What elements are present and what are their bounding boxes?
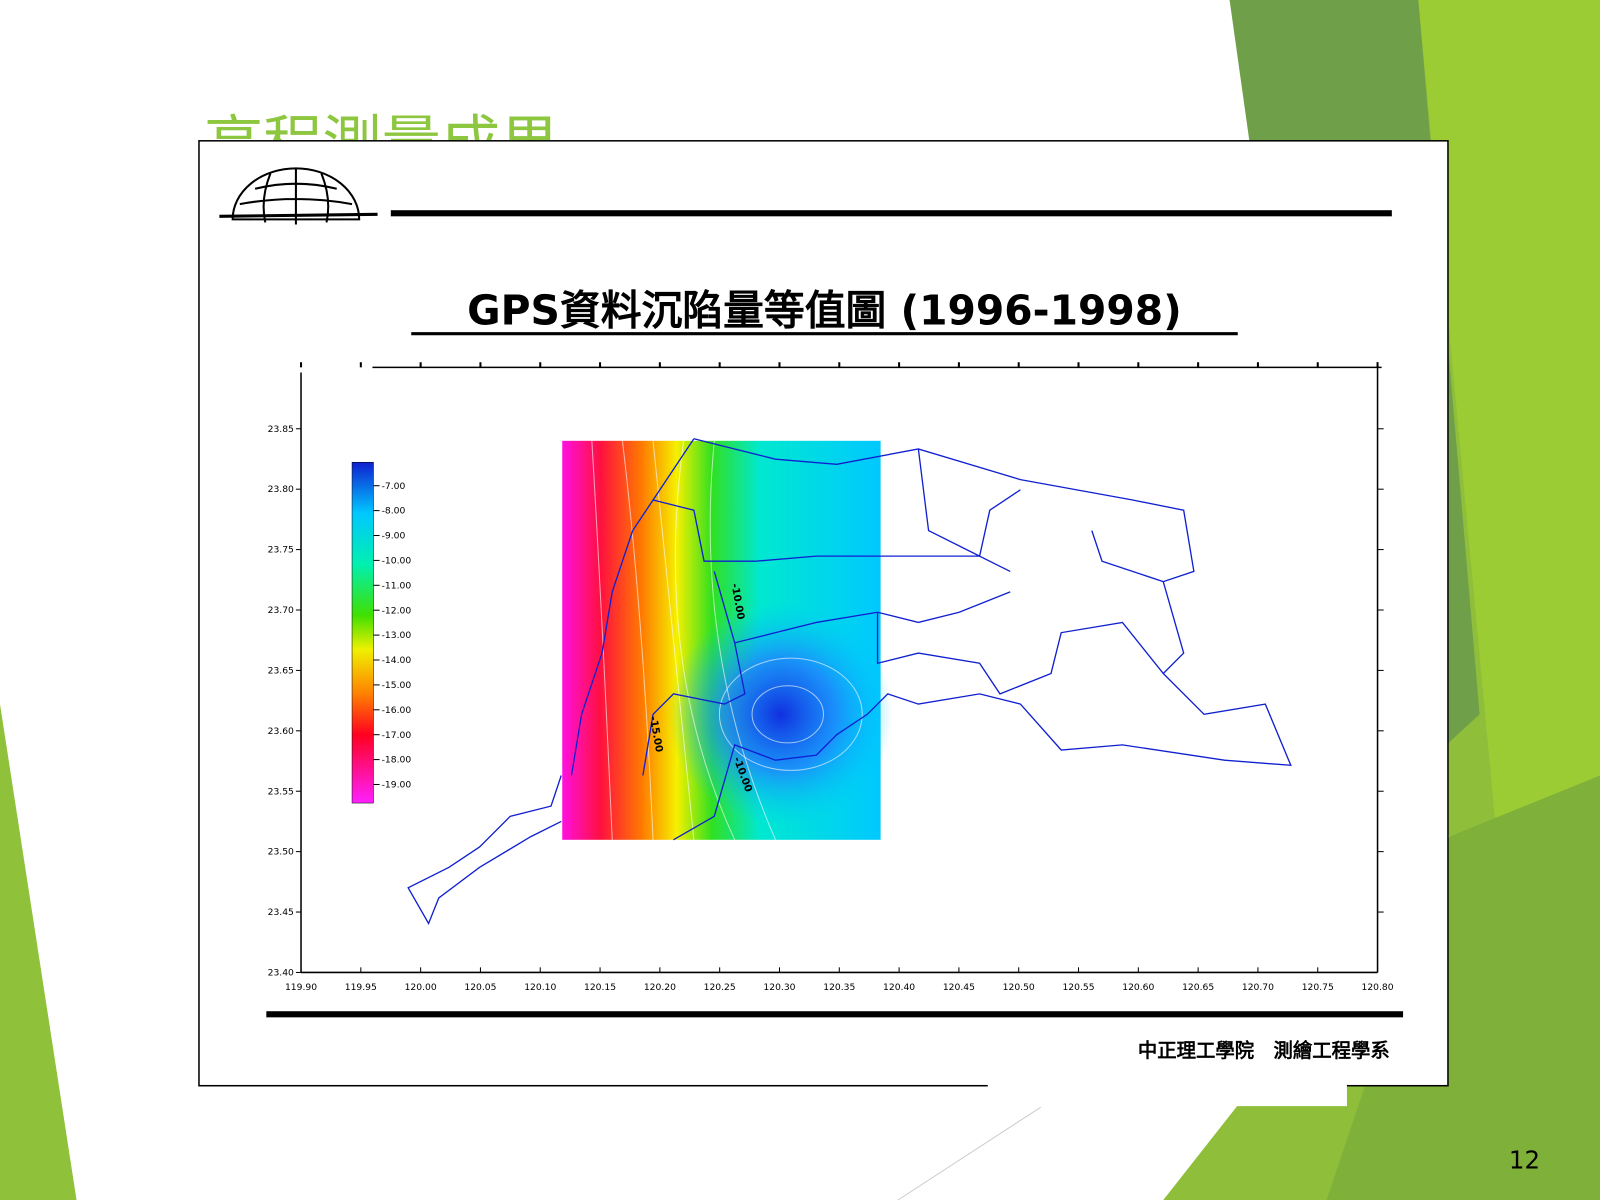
- decor: [897, 1106, 1042, 1200]
- x-tick-label: 120.60: [1122, 982, 1154, 993]
- y-tick-label: 23.70: [268, 605, 294, 616]
- colorbar-label: -17.00: [382, 730, 412, 741]
- colorbar-label: -14.00: [382, 655, 412, 666]
- y-tick-label: 23.55: [268, 786, 294, 797]
- decor: [987, 1081, 1347, 1107]
- x-tick-label: 120.35: [823, 982, 855, 993]
- figure-title: GPS資料沉陷量等值圖 (1996-1998): [467, 286, 1182, 334]
- x-tick-label: 120.70: [1242, 982, 1274, 993]
- boundaries: [407, 438, 1292, 925]
- x-tick-label: 120.25: [704, 982, 736, 993]
- decor: [1326, 775, 1600, 1200]
- y-tick-label: 23.75: [268, 545, 294, 556]
- y-tick-label: 23.40: [268, 968, 294, 979]
- x-tick-label: 120.80: [1362, 982, 1394, 993]
- x-tick-label: 120.55: [1062, 982, 1094, 993]
- x-tick-label: 120.65: [1182, 982, 1214, 993]
- colorbar-label: -15.00: [382, 680, 412, 691]
- y-tick-label: 23.60: [268, 726, 294, 737]
- x-tick-label: 120.45: [943, 982, 975, 993]
- x-tick-label: 120.15: [584, 982, 616, 993]
- colorbar-label: -7.00: [382, 481, 406, 492]
- x-tick-label: 120.10: [524, 982, 556, 993]
- colorbar-label: -13.00: [382, 630, 412, 641]
- page-number: 12: [1509, 1145, 1540, 1174]
- colorbar-label: -19.00: [382, 780, 412, 791]
- y-tick-label: 23.50: [268, 847, 294, 858]
- x-tick-label: 119.95: [345, 982, 377, 993]
- footer: 中正理工學院 測繪工程學系: [1138, 1039, 1390, 1062]
- x-tick-label: 120.75: [1302, 982, 1334, 993]
- rule: [390, 210, 1392, 217]
- x-tick-label: 120.40: [883, 982, 915, 993]
- x-tick-label: 120.30: [763, 982, 795, 993]
- colorbar-label: -8.00: [382, 506, 406, 517]
- x-tick-label: 120.00: [405, 982, 437, 993]
- y-tick-label: 23.80: [268, 484, 294, 495]
- x-tick-label: 120.20: [644, 982, 676, 993]
- colorbar-label: -18.00: [382, 755, 412, 766]
- heatmap-low: [668, 602, 893, 827]
- colorbar: [351, 461, 374, 804]
- x-tick-label: 120.05: [464, 982, 496, 993]
- rule: [266, 1011, 1404, 1018]
- y-tick-label: 23.65: [268, 665, 294, 676]
- x-tick-label: 120.50: [1003, 982, 1035, 993]
- contours: [591, 440, 863, 841]
- y-tick-label: 23.85: [268, 424, 294, 435]
- colorbar-label: -10.00: [382, 555, 412, 566]
- colorbar-label: -12.00: [382, 605, 412, 616]
- colorbar-label: -16.00: [382, 705, 412, 716]
- logo: [219, 167, 378, 225]
- colorbar-label: -11.00: [382, 580, 412, 591]
- colorbar-label: -9.00: [382, 531, 406, 542]
- x-tick-label: 119.90: [285, 982, 317, 993]
- y-tick-label: 23.45: [268, 907, 294, 918]
- decor: [0, 704, 77, 1200]
